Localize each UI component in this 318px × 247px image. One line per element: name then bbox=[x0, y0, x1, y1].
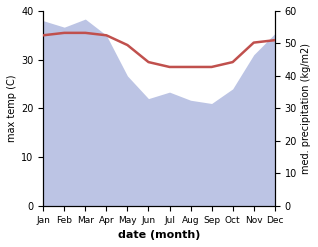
Y-axis label: med. precipitation (kg/m2): med. precipitation (kg/m2) bbox=[301, 43, 311, 174]
Y-axis label: max temp (C): max temp (C) bbox=[7, 75, 17, 142]
X-axis label: date (month): date (month) bbox=[118, 230, 200, 240]
